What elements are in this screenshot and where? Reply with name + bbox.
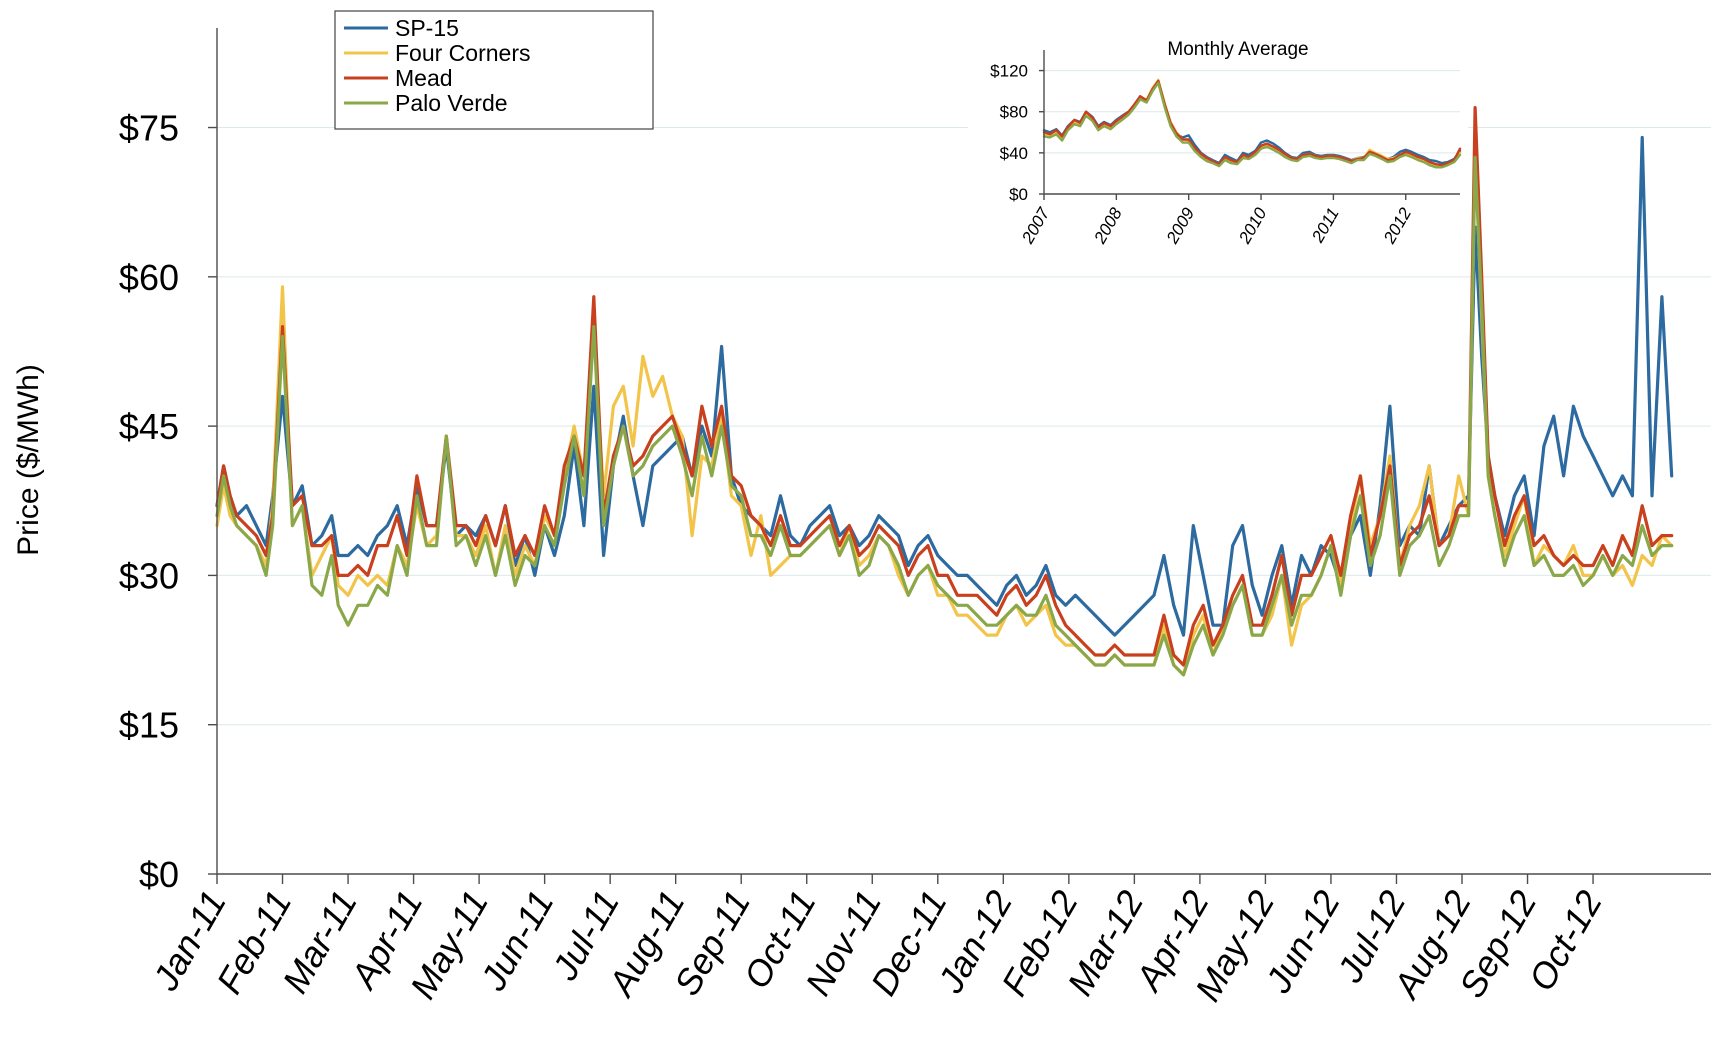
main-y-tick-label: $75 — [119, 108, 179, 149]
main-y-tick-label: $0 — [139, 854, 179, 895]
inset-y-ticks: $0 $40 $80 $120 — [990, 62, 1044, 204]
main-y-tick-label: $30 — [119, 555, 179, 596]
legend-label-mead: Mead — [395, 65, 453, 91]
main-y-axis-label: Price ($/MWh) — [12, 364, 45, 556]
legend-label-palo-verde: Palo Verde — [395, 90, 508, 116]
main-y-tick-label: $15 — [119, 705, 179, 746]
main-y-tick-label: $45 — [119, 406, 179, 447]
main-series-group — [215, 105, 1674, 677]
legend-box — [334, 10, 654, 130]
inset-series-line-palo-verde — [1042, 81, 1462, 169]
inset-series-line-mead — [1042, 79, 1462, 167]
main-series-line-palo-verde — [215, 155, 1674, 677]
inset-title: Monthly Average — [1167, 39, 1308, 60]
main-y-ticks: $0 $15 $30 $45 $60 $75 — [119, 108, 217, 895]
legend-label-sp-15: SP-15 — [395, 15, 459, 41]
inset-chart: Monthly Average $0$40$80$120 2007 2008 200… — [968, 30, 1468, 270]
inset-y-tick-label: $0 — [1009, 185, 1028, 204]
inset-y-tick-label: $120 — [990, 62, 1028, 81]
inset-y-tick-label: $40 — [1000, 144, 1028, 163]
main-y-tick-label: $60 — [119, 257, 179, 298]
inset-y-tick-label: $80 — [1000, 103, 1028, 122]
inset-series-group — [1042, 78, 1462, 169]
inset-background — [968, 30, 1468, 270]
legend-label-four-corners: Four Corners — [395, 40, 530, 66]
